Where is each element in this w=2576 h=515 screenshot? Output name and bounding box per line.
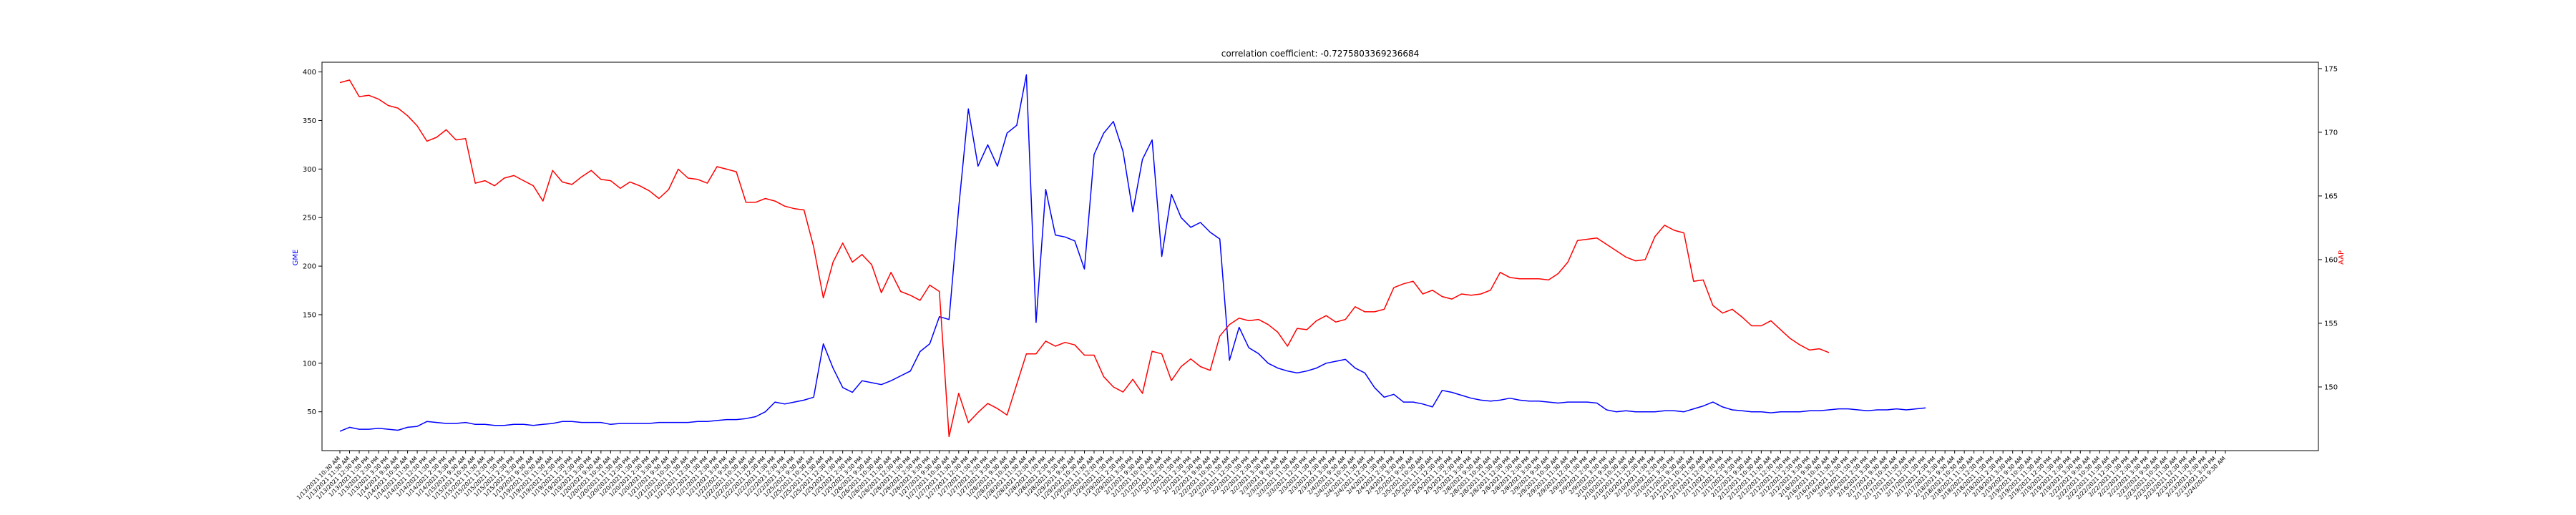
left-axis-title: GME bbox=[292, 250, 300, 266]
left-tick-label: 250 bbox=[303, 215, 316, 222]
left-tick-label: 100 bbox=[303, 360, 316, 368]
right-tick-label: 165 bbox=[2324, 192, 2338, 200]
plot-frame bbox=[321, 62, 2319, 451]
right-tick-label: 155 bbox=[2324, 320, 2338, 328]
right-axis-ticks: 150 155 160 165 170 175 bbox=[2318, 65, 2338, 391]
chart-title: correlation coefficient: -0.727580336923… bbox=[1221, 49, 1420, 59]
series-layer bbox=[339, 74, 1926, 438]
left-tick-label: 350 bbox=[303, 117, 316, 125]
series-line-gme bbox=[339, 74, 1926, 432]
left-tick-label: 150 bbox=[303, 311, 316, 319]
right-tick-label: 170 bbox=[2324, 129, 2338, 137]
left-tick-label: 300 bbox=[303, 166, 316, 174]
left-tick-label: 400 bbox=[303, 69, 316, 77]
left-axis-ticks: 50 100 150 200 250 300 350 400 bbox=[303, 69, 322, 416]
right-tick-label: 150 bbox=[2324, 383, 2338, 391]
x-axis-ticks: 1/13/2021 10:30 AM1/13/2021 11:30 AM1/13… bbox=[296, 451, 2227, 501]
left-tick-label: 50 bbox=[307, 408, 316, 416]
left-tick-label: 200 bbox=[303, 263, 316, 271]
right-tick-label: 175 bbox=[2324, 65, 2338, 73]
right-axis-title: AAP bbox=[2338, 250, 2346, 265]
series-line-aap bbox=[339, 79, 1830, 438]
right-tick-label: 160 bbox=[2324, 256, 2338, 264]
